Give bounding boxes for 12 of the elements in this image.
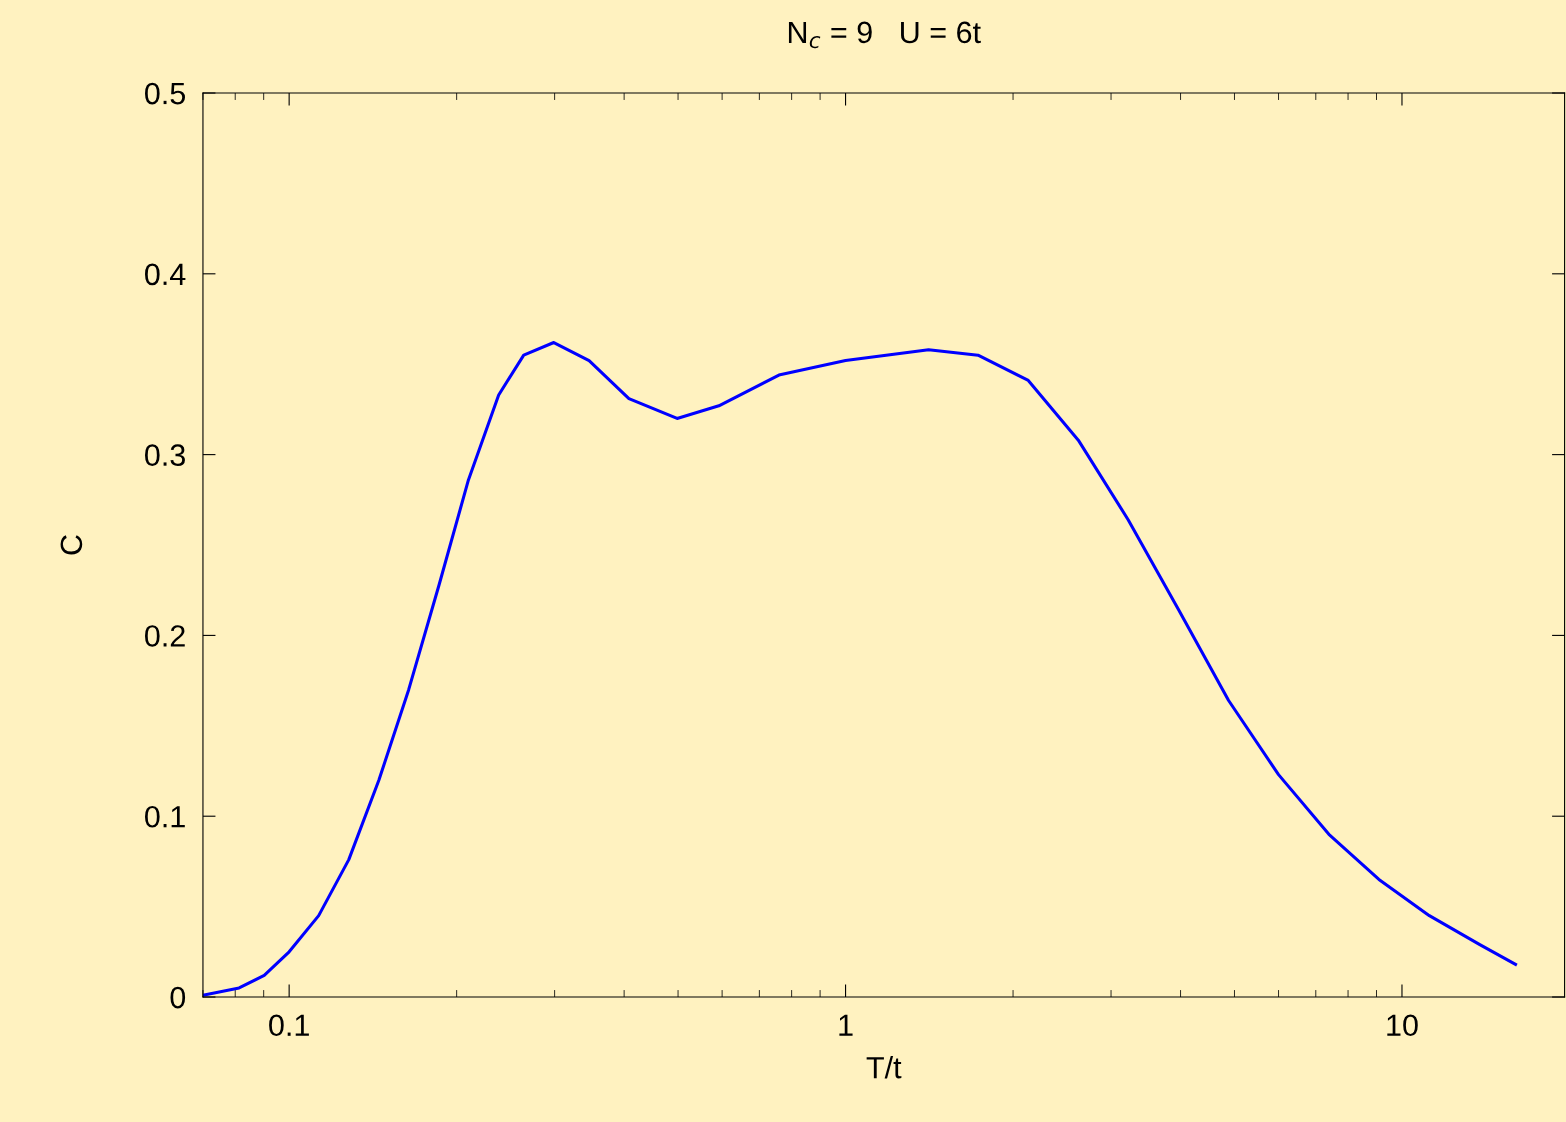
y-tick-label: 0.5 xyxy=(145,82,186,105)
y-tick-label: 0.4 xyxy=(145,263,186,286)
y-tick-label: 0.3 xyxy=(145,444,185,466)
y-axis-title: C xyxy=(60,535,83,555)
y-tick-label: 0 xyxy=(170,986,186,1009)
x-axis-title: T/t xyxy=(866,1056,902,1079)
y-tick-label: 0.2 xyxy=(145,625,185,647)
x-tick-label: 10 xyxy=(1387,1014,1418,1037)
y-tick-label: 0.1 xyxy=(145,805,185,828)
x-tick-label: 0.1 xyxy=(269,1014,309,1037)
chart-title: N$_{c}$ = 9 U = 6t xyxy=(788,21,981,49)
x-tick-label: 1 xyxy=(839,1014,853,1036)
